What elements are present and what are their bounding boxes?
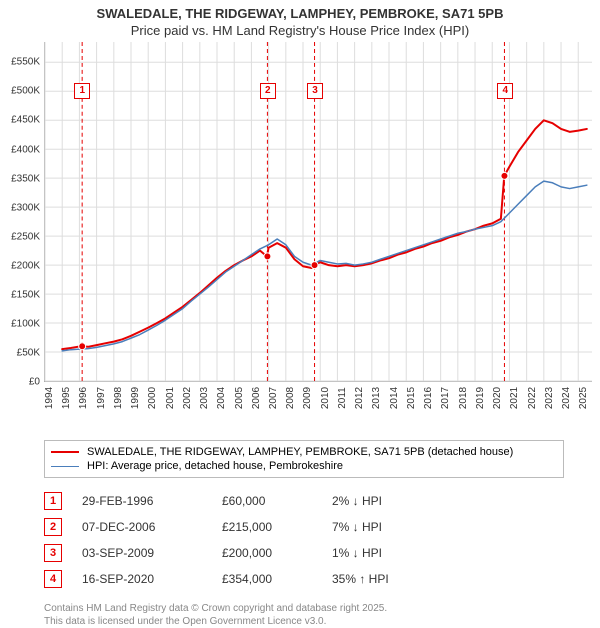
x-tick-label: 2019 xyxy=(475,387,486,409)
y-tick-label: £450K xyxy=(11,115,40,126)
marker-price: £354,000 xyxy=(222,572,312,586)
y-tick-label: £500K xyxy=(11,86,40,97)
marker-date: 16-SEP-2020 xyxy=(82,572,202,586)
y-tick-label: £0 xyxy=(29,377,40,388)
y-tick-label: £300K xyxy=(11,202,40,213)
y-tick-label: £200K xyxy=(11,260,40,271)
title-block: SWALEDALE, THE RIDGEWAY, LAMPHEY, PEMBRO… xyxy=(0,0,600,38)
x-tick-label: 2007 xyxy=(268,387,279,409)
x-tick-label: 2003 xyxy=(199,387,210,409)
marker-number: 2 xyxy=(44,518,62,536)
y-tick-label: £350K xyxy=(11,173,40,184)
marker-price: £60,000 xyxy=(222,494,312,508)
x-tick-label: 2015 xyxy=(406,387,417,409)
markers-table-row: 1 29-FEB-1996 £60,000 2% ↓ HPI xyxy=(44,488,564,514)
y-tick-label: £550K xyxy=(11,57,40,68)
footnote-line: Contains HM Land Registry data © Crown c… xyxy=(44,602,600,615)
marker-pct: 2% ↓ HPI xyxy=(332,494,412,508)
markers-table-row: 2 07-DEC-2006 £215,000 7% ↓ HPI xyxy=(44,514,564,540)
x-tick-label: 1997 xyxy=(96,387,107,409)
marker-pct: 1% ↓ HPI xyxy=(332,546,412,560)
y-tick-label: £50K xyxy=(17,347,40,358)
y-axis: £0£50K£100K£150K£200K£250K£300K£350K£400… xyxy=(0,42,44,382)
x-tick-label: 2016 xyxy=(423,387,434,409)
x-tick-label: 2022 xyxy=(527,387,538,409)
marker-pct: 7% ↓ HPI xyxy=(332,520,412,534)
x-tick-label: 1998 xyxy=(113,387,124,409)
x-tick-label: 2024 xyxy=(561,387,572,409)
chart-title: SWALEDALE, THE RIDGEWAY, LAMPHEY, PEMBRO… xyxy=(0,6,600,21)
x-tick-label: 1995 xyxy=(61,387,72,409)
x-tick-label: 2011 xyxy=(337,387,348,409)
y-tick-label: £150K xyxy=(11,289,40,300)
footnote-line: This data is licensed under the Open Gov… xyxy=(44,615,600,628)
legend-label: HPI: Average price, detached house, Pemb… xyxy=(87,460,343,472)
x-tick-label: 2001 xyxy=(165,387,176,409)
marker-badge: 1 xyxy=(74,83,90,99)
x-tick-label: 1996 xyxy=(78,387,89,409)
x-axis: 1994 1995 1996 1997 1998 1999 2000 2001 2002 2003… xyxy=(44,382,592,412)
marker-pct: 35% ↑ HPI xyxy=(332,572,412,586)
x-tick-label: 1994 xyxy=(44,387,55,409)
marker-date: 07-DEC-2006 xyxy=(82,520,202,534)
marker-price: £215,000 xyxy=(222,520,312,534)
plot-outer: £0 £50K £100K £150K £200K £250K £300K £350K £400… xyxy=(0,42,600,412)
x-tick-label: 2025 xyxy=(578,387,589,409)
x-tick-label: 1999 xyxy=(130,387,141,409)
footnote: Contains HM Land Registry data © Crown c… xyxy=(44,602,600,628)
legend-label: SWALEDALE, THE RIDGEWAY, LAMPHEY, PEMBRO… xyxy=(87,446,513,458)
x-tick-label: 2005 xyxy=(234,387,245,409)
x-tick-label: 2004 xyxy=(216,387,227,409)
y-tick-label: £400K xyxy=(11,144,40,155)
x-tick-label: 2023 xyxy=(544,387,555,409)
marker-number: 3 xyxy=(44,544,62,562)
legend-item: HPI: Average price, detached house, Pemb… xyxy=(51,459,557,473)
marker-badge: 2 xyxy=(260,83,276,99)
x-tick-label: 2009 xyxy=(302,387,313,409)
markers-table-row: 4 16-SEP-2020 £354,000 35% ↑ HPI xyxy=(44,566,564,592)
x-tick-label: 2006 xyxy=(251,387,262,409)
x-tick-label: 2020 xyxy=(492,387,503,409)
marker-number: 1 xyxy=(44,492,62,510)
marker-badge: 3 xyxy=(307,83,323,99)
chart-container: SWALEDALE, THE RIDGEWAY, LAMPHEY, PEMBRO… xyxy=(0,0,600,628)
markers-table: 1 29-FEB-1996 £60,000 2% ↓ HPI 2 07-DEC-2006 £… xyxy=(44,488,564,592)
marker-date: 03-SEP-2009 xyxy=(82,546,202,560)
x-tick-label: 2012 xyxy=(354,387,365,409)
marker-number: 4 xyxy=(44,570,62,588)
x-tick-label: 2017 xyxy=(440,387,451,409)
x-tick-label: 2013 xyxy=(371,387,382,409)
x-tick-label: 2014 xyxy=(389,387,400,409)
marker-price: £200,000 xyxy=(222,546,312,560)
marker-badge: 4 xyxy=(497,83,513,99)
legend-swatch xyxy=(51,466,79,467)
x-tick-label: 2018 xyxy=(458,387,469,409)
chart-subtitle: Price paid vs. HM Land Registry's House … xyxy=(0,23,600,38)
y-tick-label: £100K xyxy=(11,318,40,329)
legend-item: SWALEDALE, THE RIDGEWAY, LAMPHEY, PEMBRO… xyxy=(51,445,557,459)
y-tick-label: £250K xyxy=(11,231,40,242)
legend-swatch xyxy=(51,451,79,453)
markers-table-row: 3 03-SEP-2009 £200,000 1% ↓ HPI xyxy=(44,540,564,566)
plot-area: 1 2 3 4 xyxy=(44,42,592,382)
x-tick-label: 2021 xyxy=(509,387,520,409)
x-tick-label: 2010 xyxy=(320,387,331,409)
x-tick-label: 2002 xyxy=(182,387,193,409)
x-tick-label: 2000 xyxy=(147,387,158,409)
marker-date: 29-FEB-1996 xyxy=(82,494,202,508)
x-tick-label: 2008 xyxy=(285,387,296,409)
legend: SWALEDALE, THE RIDGEWAY, LAMPHEY, PEMBRO… xyxy=(44,440,564,478)
